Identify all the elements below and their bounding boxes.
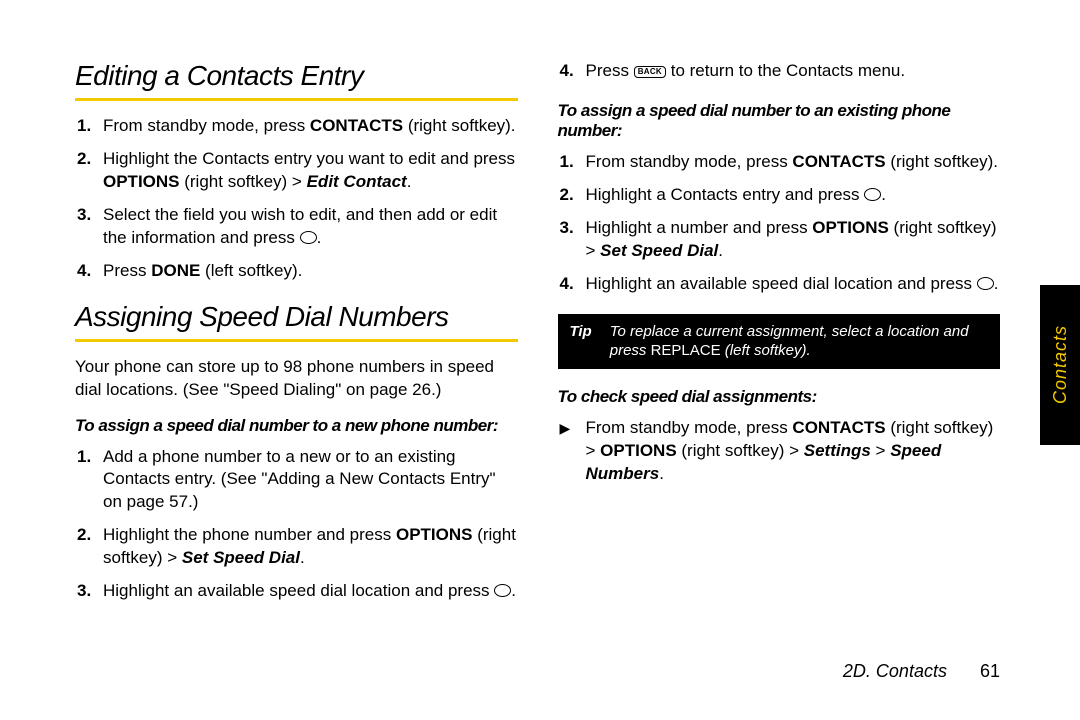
page-number: 61 (980, 661, 1000, 681)
step: Highlight the Contacts entry you want to… (75, 148, 518, 194)
subhead-existing-number: To assign a speed dial number to an exis… (558, 101, 1001, 141)
step: Press BACK to return to the Contacts men… (558, 60, 1001, 83)
step: From standby mode, press CONTACTS (right… (75, 115, 518, 138)
right-column: Press BACK to return to the Contacts men… (558, 60, 1001, 640)
step: Add a phone number to a new or to an exi… (75, 446, 518, 515)
step: Highlight an available speed dial locati… (558, 273, 1001, 296)
back-key-icon: BACK (634, 66, 666, 78)
heading-editing-contacts: Editing a Contacts Entry (75, 60, 518, 101)
manual-page: Contacts Editing a Contacts Entry From s… (0, 0, 1080, 720)
footer-section: 2D. Contacts (843, 661, 947, 681)
ok-key-icon (494, 584, 511, 597)
ok-key-icon (864, 188, 881, 201)
steps-existing-number: From standby mode, press CONTACTS (right… (558, 151, 1001, 296)
tip-body: To replace a current assignment, select … (610, 322, 988, 361)
intro-text: Your phone can store up to 98 phone numb… (75, 356, 518, 402)
step: Highlight a Contacts entry and press . (558, 184, 1001, 207)
step: Highlight a number and press OPTIONS (ri… (558, 217, 1001, 263)
step: Highlight the phone number and press OPT… (75, 524, 518, 570)
two-column-layout: Editing a Contacts Entry From standby mo… (75, 60, 1000, 640)
step: Select the field you wish to edit, and t… (75, 204, 518, 250)
side-tab-label: Contacts (1050, 325, 1071, 404)
check-step: From standby mode, press CONTACTS (right… (558, 417, 1001, 486)
steps-editing-contacts: From standby mode, press CONTACTS (right… (75, 115, 518, 283)
check-assignments-list: From standby mode, press CONTACTS (right… (558, 417, 1001, 486)
steps-new-number: Add a phone number to a new or to an exi… (75, 446, 518, 604)
side-tab: Contacts (1040, 285, 1080, 445)
subhead-new-number: To assign a speed dial number to a new p… (75, 416, 518, 436)
step: Highlight an available speed dial locati… (75, 580, 518, 603)
step: Press DONE (left softkey). (75, 260, 518, 283)
ok-key-icon (977, 277, 994, 290)
tip-label: Tip (570, 322, 610, 361)
ok-key-icon (300, 231, 317, 244)
left-column: Editing a Contacts Entry From standby mo… (75, 60, 518, 640)
step: From standby mode, press CONTACTS (right… (558, 151, 1001, 174)
subhead-check-assignments: To check speed dial assignments: (558, 387, 1001, 407)
page-footer: 2D. Contacts 61 (843, 661, 1000, 682)
steps-continued: Press BACK to return to the Contacts men… (558, 60, 1001, 83)
tip-box: Tip To replace a current assignment, sel… (558, 314, 1001, 369)
heading-speed-dial: Assigning Speed Dial Numbers (75, 301, 518, 342)
